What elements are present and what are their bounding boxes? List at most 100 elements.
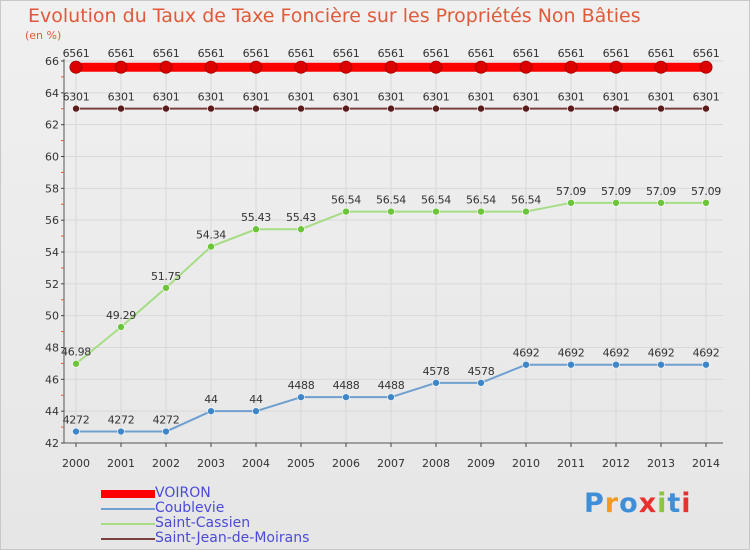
data-point-saint-jean-de-moirans xyxy=(567,104,575,113)
x-tick-label: 2003 xyxy=(197,457,225,470)
data-label-coublevie: 4488 xyxy=(378,379,405,392)
x-tick-label: 2012 xyxy=(602,457,630,470)
logo-letter: i xyxy=(681,488,692,519)
data-point-saint-jean-de-moirans xyxy=(702,104,710,113)
data-point-voiron xyxy=(429,60,443,74)
x-tick-label: 2009 xyxy=(467,457,495,470)
y-tick-label: 60 xyxy=(45,151,59,164)
legend-label: VOIRON xyxy=(155,485,211,501)
data-label-saint-cassien: 56.54 xyxy=(421,194,451,207)
data-label-saint-jean-de-moirans: 6301 xyxy=(648,91,675,104)
series-group xyxy=(69,60,713,436)
legend-label: Coublevie xyxy=(155,500,225,516)
data-point-coublevie xyxy=(612,360,620,369)
data-label-coublevie: 4488 xyxy=(333,379,360,392)
data-label-saint-cassien: 56.54 xyxy=(376,194,406,207)
data-point-saint-jean-de-moirans xyxy=(72,104,80,113)
x-tick-label: 2008 xyxy=(422,457,450,470)
data-label-coublevie: 4272 xyxy=(153,414,180,427)
data-point-saint-jean-de-moirans xyxy=(342,104,350,113)
data-label-coublevie: 4692 xyxy=(603,347,630,360)
data-point-voiron xyxy=(609,60,623,74)
data-label-saint-cassien: 55.43 xyxy=(286,211,316,224)
data-point-saint-jean-de-moirans xyxy=(387,104,395,113)
x-tick-label: 2006 xyxy=(332,457,360,470)
y-tick-label: 52 xyxy=(45,278,59,291)
data-label-voiron: 6561 xyxy=(648,47,675,60)
data-label-saint-jean-de-moirans: 6301 xyxy=(153,91,180,104)
data-point-voiron xyxy=(249,60,263,74)
data-point-coublevie xyxy=(432,379,440,387)
chart-title: Evolution du Taux de Taxe Foncière sur l… xyxy=(28,5,641,27)
y-axis-unit-label: (en %) xyxy=(25,29,62,42)
data-point-saint-jean-de-moirans xyxy=(117,104,125,113)
data-point-coublevie xyxy=(702,360,710,369)
data-point-saint-cassien xyxy=(387,207,395,216)
data-label-voiron: 6561 xyxy=(558,47,585,60)
data-label-saint-jean-de-moirans: 6301 xyxy=(423,91,450,104)
data-point-voiron xyxy=(699,60,713,74)
data-point-voiron xyxy=(204,60,218,74)
data-label-coublevie: 4692 xyxy=(513,347,540,360)
data-label-saint-jean-de-moirans: 6301 xyxy=(558,91,585,104)
proxiti-logo: Proxiti xyxy=(584,488,692,519)
x-tick-label: 2007 xyxy=(377,457,405,470)
data-point-saint-jean-de-moirans xyxy=(477,104,485,113)
x-tick-label: 2014 xyxy=(692,457,720,470)
data-label-coublevie: 44 xyxy=(249,393,263,406)
x-tick-label: 2013 xyxy=(647,457,675,470)
data-label-voiron: 6561 xyxy=(108,47,135,60)
data-label-voiron: 6561 xyxy=(198,47,225,60)
data-point-saint-jean-de-moirans xyxy=(432,104,440,113)
x-tick-label: 2004 xyxy=(242,457,270,470)
data-point-coublevie xyxy=(72,427,80,436)
data-label-coublevie: 4488 xyxy=(288,379,315,392)
logo-letter: x xyxy=(638,488,658,519)
data-label-voiron: 6561 xyxy=(693,47,720,60)
data-point-voiron xyxy=(474,60,488,74)
data-label-saint-jean-de-moirans: 6301 xyxy=(468,91,495,104)
legend-swatch xyxy=(101,508,155,510)
data-point-saint-cassien xyxy=(72,359,80,368)
data-point-coublevie xyxy=(252,407,260,415)
data-point-saint-cassien xyxy=(567,199,575,207)
data-point-voiron xyxy=(654,60,668,74)
data-point-coublevie xyxy=(387,393,395,401)
data-label-saint-jean-de-moirans: 6301 xyxy=(693,91,720,104)
data-point-voiron xyxy=(564,60,578,74)
data-point-saint-cassien xyxy=(702,199,710,207)
data-label-saint-jean-de-moirans: 6301 xyxy=(513,91,540,104)
data-label-saint-cassien: 57.09 xyxy=(691,185,721,198)
logo-letter: t xyxy=(667,488,682,519)
data-label-voiron: 6561 xyxy=(513,47,540,60)
data-label-saint-jean-de-moirans: 6301 xyxy=(378,91,405,104)
data-label-coublevie: 4692 xyxy=(693,347,720,360)
data-point-coublevie xyxy=(162,427,170,436)
legend-swatch xyxy=(101,490,155,498)
y-tick-label: 62 xyxy=(45,119,59,132)
y-tick-label: 50 xyxy=(45,310,59,323)
data-point-voiron xyxy=(519,60,533,74)
logo-letter: P xyxy=(584,488,605,519)
data-point-saint-cassien xyxy=(522,207,530,216)
data-point-saint-cassien xyxy=(117,323,125,331)
data-point-coublevie xyxy=(657,360,665,369)
data-point-voiron xyxy=(339,60,353,74)
logo-letter: r xyxy=(604,488,620,519)
grid xyxy=(64,60,723,444)
data-point-coublevie xyxy=(342,393,350,401)
data-label-saint-jean-de-moirans: 6301 xyxy=(288,91,315,104)
data-point-saint-cassien xyxy=(657,199,665,207)
data-label-voiron: 6561 xyxy=(243,47,270,60)
data-label-saint-cassien: 57.09 xyxy=(601,185,631,198)
data-point-voiron xyxy=(384,60,398,74)
data-label-saint-cassien: 46.98 xyxy=(61,346,91,359)
logo-letter: o xyxy=(619,488,639,519)
data-point-saint-cassien xyxy=(612,199,620,207)
data-point-saint-cassien xyxy=(162,284,170,292)
data-label-saint-cassien: 56.54 xyxy=(511,194,541,207)
data-point-coublevie xyxy=(207,407,215,415)
data-label-coublevie: 4272 xyxy=(63,414,90,427)
data-point-saint-jean-de-moirans xyxy=(162,104,170,113)
